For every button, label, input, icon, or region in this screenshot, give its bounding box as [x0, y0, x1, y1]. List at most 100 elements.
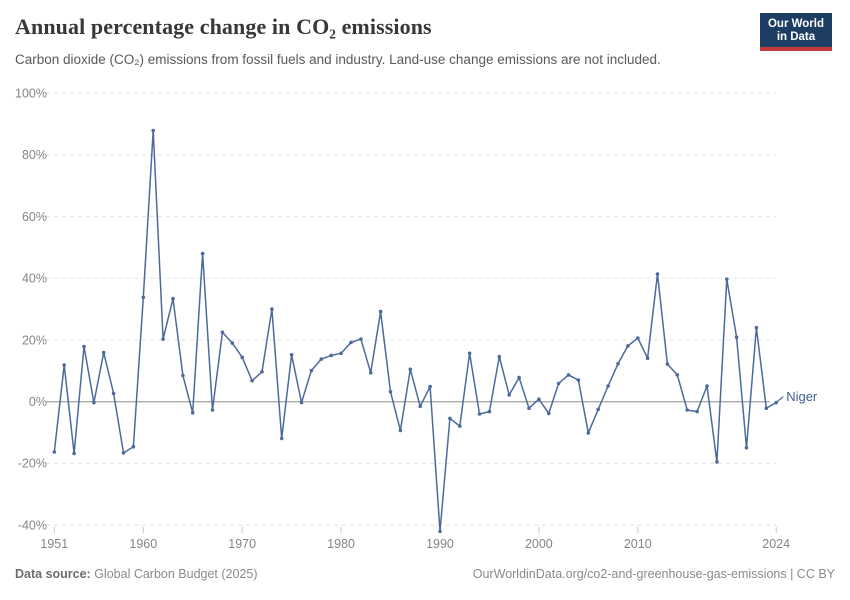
data-point-marker: [556, 381, 561, 386]
data-point-marker: [458, 424, 462, 428]
data-point-marker: [250, 378, 254, 383]
x-axis-label: 1960: [129, 537, 157, 551]
data-point-marker: [378, 309, 383, 314]
x-axis-label: 2010: [624, 537, 652, 551]
data-point-marker: [744, 445, 749, 450]
data-source-label: Data source:: [15, 567, 91, 581]
chart-title: Annual percentage change in CO₂ emission…: [15, 14, 432, 39]
owid-logo-line2: in Data: [776, 31, 816, 43]
x-axis-label: 1970: [228, 537, 256, 551]
data-point-marker: [121, 451, 126, 455]
data-point-marker: [695, 409, 699, 414]
data-point-marker: [141, 295, 146, 300]
y-axis-label: 60%: [22, 210, 47, 224]
data-point-marker: [487, 409, 492, 414]
data-point-marker: [299, 400, 304, 405]
data-point-marker: [319, 357, 324, 361]
entity-label-connector: [775, 396, 784, 404]
y-axis-label: 0%: [29, 395, 47, 409]
owid-logo[interactable]: Our World in Data: [759, 13, 832, 51]
y-axis-label: -40%: [18, 518, 47, 532]
data-point-marker: [537, 397, 541, 402]
data-point-marker: [507, 393, 512, 397]
data-point-marker: [398, 428, 403, 433]
data-point-marker: [82, 344, 86, 349]
data-point-marker: [448, 416, 452, 421]
data-point-marker: [200, 251, 205, 256]
data-point-marker: [616, 362, 620, 366]
data-point-marker: [655, 272, 660, 276]
data-point-marker: [477, 412, 482, 416]
data-point-marker: [329, 353, 334, 358]
data-source-value: Global Carbon Budget (2025): [90, 567, 258, 581]
data-point-marker: [270, 307, 274, 311]
data-point-marker: [734, 335, 739, 340]
data-point-marker: [754, 325, 759, 330]
data-point-marker: [596, 407, 600, 412]
data-point-marker: [645, 356, 650, 361]
data-point-marker: [438, 529, 442, 534]
data-point-marker: [359, 337, 363, 341]
data-point-marker: [230, 341, 235, 345]
chart-subtitle: Carbon dioxide (CO₂) emissions from foss…: [15, 52, 661, 67]
data-point-marker: [547, 411, 551, 416]
data-point-marker: [260, 370, 264, 374]
data-point-marker: [368, 370, 373, 375]
data-point-marker: [62, 363, 66, 367]
data-point-marker: [715, 460, 719, 464]
data-point-marker: [52, 450, 57, 454]
data-point-marker: [190, 411, 195, 415]
data-point-marker: [527, 406, 531, 411]
data-point-marker: [309, 368, 314, 373]
data-point-marker: [279, 436, 284, 441]
data-point-marker: [586, 431, 591, 435]
data-point-marker: [685, 408, 689, 412]
data-point-marker: [111, 391, 116, 396]
data-point-marker: [240, 355, 244, 360]
y-axis-label: 100%: [15, 87, 47, 101]
owid-logo-line1: Our World: [767, 18, 824, 30]
data-point-marker: [725, 277, 729, 282]
data-point-marker: [467, 351, 472, 356]
x-axis-label: 1951: [40, 537, 68, 551]
data-point-marker: [72, 451, 76, 456]
data-point-marker: [289, 353, 294, 357]
data-point-marker: [220, 330, 225, 335]
data-point-marker: [210, 408, 215, 412]
data-point-marker: [675, 373, 680, 377]
y-axis-label: -20%: [18, 457, 47, 471]
data-point-marker: [131, 444, 136, 449]
y-axis-label: 20%: [22, 333, 47, 347]
data-point-marker: [606, 384, 610, 388]
data-point-marker: [636, 336, 640, 340]
data-point-marker: [418, 404, 423, 409]
data-point-marker: [517, 375, 521, 380]
data-point-marker: [497, 354, 502, 359]
x-axis-label: 2000: [525, 537, 553, 551]
data-point-marker: [92, 400, 96, 405]
line-series-niger: [53, 129, 777, 533]
x-axis-label: 2024: [762, 537, 790, 551]
y-axis-label: 40%: [22, 272, 47, 286]
data-point-marker: [408, 367, 413, 372]
footer-link[interactable]: OurWorldinData.org/co2-and-greenhouse-ga…: [472, 567, 835, 581]
data-point-marker: [626, 344, 630, 348]
data-point-marker: [764, 406, 769, 411]
x-axis-label: 1990: [426, 537, 454, 551]
data-point-marker: [339, 351, 343, 356]
data-point-marker: [181, 373, 185, 378]
data-point-marker: [349, 340, 353, 345]
data-point-marker: [151, 128, 155, 133]
data-point-marker: [665, 362, 670, 366]
data-point-marker: [101, 350, 106, 355]
entity-label-niger[interactable]: Niger: [786, 388, 818, 404]
data-point-marker: [566, 373, 571, 377]
data-point-marker: [388, 390, 393, 394]
y-axis-label: 80%: [22, 148, 47, 162]
data-point-marker: [161, 337, 165, 341]
data-point-marker: [705, 384, 709, 388]
data-point-marker: [576, 378, 581, 382]
data-source-text: Data source: Global Carbon Budget (2025): [15, 567, 258, 581]
